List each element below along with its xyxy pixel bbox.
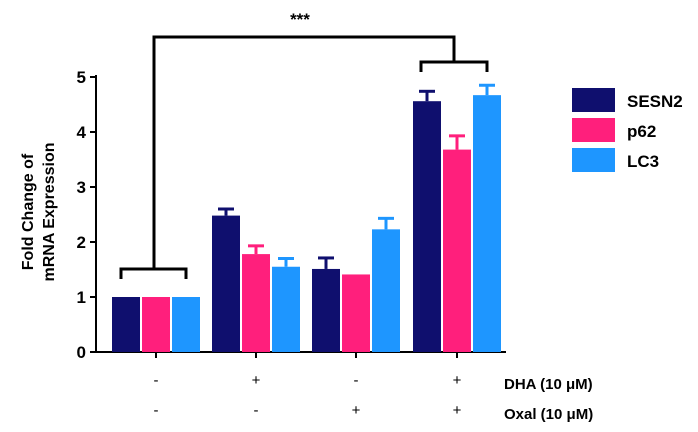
bar [242, 254, 270, 352]
condition-symbol: + [453, 402, 462, 419]
legend-label: p62 [627, 122, 656, 141]
legend-swatch [572, 148, 615, 172]
legend-swatch [572, 118, 615, 142]
legend-label: LC3 [627, 152, 659, 171]
condition-symbol: + [352, 402, 361, 419]
bar [272, 266, 300, 352]
condition-symbol: - [354, 372, 359, 389]
legend: SESN2 p62 LC3 [572, 88, 683, 172]
significance-bracket: *** [119, 10, 489, 279]
condition-symbol: - [254, 402, 259, 419]
y-tick-label: 0 [77, 343, 86, 362]
bar [342, 274, 370, 352]
condition-symbol: - [154, 372, 159, 389]
bar [413, 101, 441, 352]
bracket-lines [119, 35, 489, 279]
bar [372, 229, 400, 352]
y-tick-label: 4 [77, 123, 87, 142]
y-axis-label-line-1: Fold Change of [20, 153, 37, 270]
y-tick-label: 2 [77, 233, 86, 252]
significance-label: *** [290, 10, 310, 29]
y-tick-label: 1 [77, 288, 86, 307]
y-tick-label: 3 [77, 178, 86, 197]
legend-swatch [572, 88, 615, 112]
bars [112, 83, 501, 353]
y-tick-label: 5 [77, 68, 86, 87]
condition-symbol: + [252, 372, 261, 389]
legend-label: SESN2 [627, 92, 683, 111]
y-axis-label-line-2: mRNA Expression [41, 143, 58, 282]
bar [172, 297, 200, 352]
y-axis-title: Fold Change of mRNA Expression [20, 143, 58, 282]
condition-table: - + - + DHA (10 μM) - - + + Oxal (10 μM) [154, 372, 594, 423]
bar [473, 95, 501, 353]
condition-label: DHA (10 μM) [504, 376, 593, 393]
bar [443, 149, 471, 352]
bar [212, 215, 240, 352]
bar [142, 297, 170, 352]
condition-label: Oxal (10 μM) [504, 406, 593, 423]
condition-symbol: - [154, 402, 159, 419]
bar [112, 297, 140, 352]
condition-symbol: + [453, 372, 462, 389]
bar [312, 268, 340, 352]
